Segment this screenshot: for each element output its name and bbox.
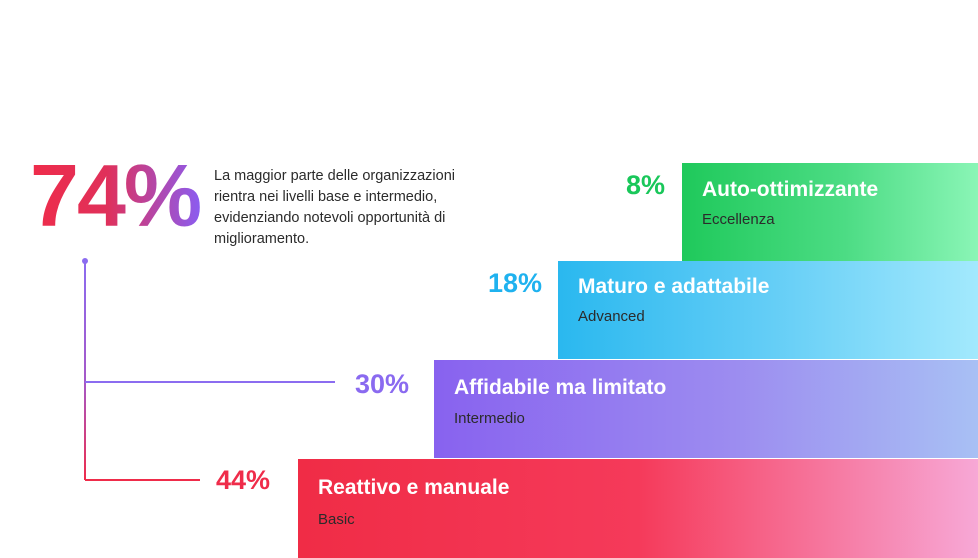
level-intermedio-subtitle: Intermedio: [454, 410, 525, 427]
level-advanced-title: Maturo e adattabile: [578, 275, 770, 298]
connector-line-basic: [85, 479, 200, 481]
connector-vertical-line: [84, 261, 86, 480]
level-eccellenza-subtitle: Eccellenza: [702, 211, 775, 228]
level-eccellenza-percent: 8%: [626, 170, 666, 200]
level-intermedio-percent: 30%: [355, 369, 410, 399]
headline-percent: 74%: [30, 146, 202, 245]
level-basic-percent: 44%: [216, 465, 271, 495]
level-eccellenza-title: Auto-ottimizzante: [702, 178, 879, 201]
level-advanced-step: Maturo e adattabile Advanced: [558, 261, 978, 359]
connector-line-intermedio: [85, 381, 335, 383]
level-basic-step: Reattivo e manuale Basic: [298, 459, 978, 558]
level-intermedio-title: Affidabile ma limitato: [454, 376, 667, 399]
level-basic-subtitle: Basic: [318, 511, 355, 528]
level-intermedio-step: Affidabile ma limitato Intermedio: [434, 360, 978, 458]
level-basic-title: Reattivo e manuale: [318, 476, 510, 499]
level-advanced-subtitle: Advanced: [578, 308, 645, 325]
headline-description: La maggior parte delle organizzazioni ri…: [214, 168, 456, 247]
level-eccellenza-step: Auto-ottimizzante Eccellenza: [682, 163, 978, 261]
level-advanced-percent: 18%: [488, 268, 543, 298]
